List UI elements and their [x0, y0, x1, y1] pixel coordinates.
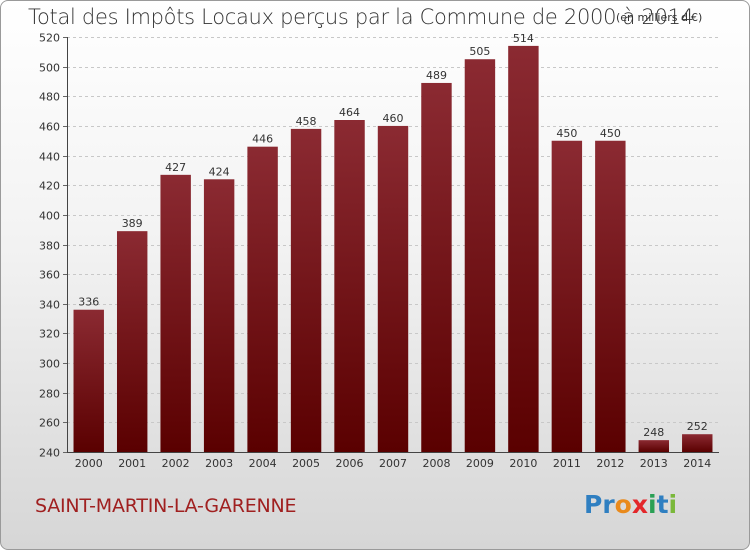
logo-letter: x — [631, 490, 648, 519]
y-tick-label: 460 — [39, 121, 60, 134]
x-tick-label: 2014 — [683, 457, 711, 470]
data-label: 248 — [643, 426, 664, 439]
x-tick-label: 2000 — [75, 457, 103, 470]
bar-2000 — [73, 309, 104, 452]
data-label: 450 — [600, 127, 621, 140]
logo-letter: r — [602, 490, 615, 519]
y-tick-label: 420 — [39, 180, 60, 193]
y-tick-labels: 240 260 280 300 320 340 360 380 400 420 440 460 480 5… — [39, 32, 60, 460]
chart-subtitle: (en milliers d'€) — [616, 11, 703, 24]
bar-2011 — [551, 140, 583, 452]
x-tick-label: 2006 — [336, 457, 364, 470]
bar-2005 — [290, 128, 322, 452]
x-tick-label: 2001 — [118, 457, 146, 470]
x-tick-label: 2012 — [596, 457, 624, 470]
bar-2013 — [638, 440, 670, 452]
data-label: 464 — [339, 106, 360, 119]
x-tick-label: 2003 — [205, 457, 233, 470]
data-label: 514 — [513, 32, 534, 45]
logo-letter: i — [668, 490, 678, 519]
commune-name: SAINT-MARTIN-LA-GARENNE — [35, 495, 297, 517]
y-tick-label: 320 — [39, 328, 60, 341]
logo-letter: o — [614, 490, 632, 519]
bar-2003 — [203, 179, 235, 453]
bar-2008 — [421, 82, 452, 453]
x-tick-label: 2007 — [379, 457, 407, 470]
chart-title: Total des Impôts Locaux perçus par la Co… — [28, 5, 694, 29]
y-tick-label: 360 — [39, 269, 60, 282]
y-tick-label: 480 — [39, 91, 60, 104]
y-tick-label: 400 — [39, 210, 60, 223]
proxiti-logo[interactable]: Proxiti — [584, 490, 677, 519]
axes — [67, 37, 719, 453]
y-tick-label: 520 — [39, 32, 60, 45]
bar-2004 — [247, 146, 278, 452]
y-tick-label: 300 — [39, 358, 60, 371]
data-label: 336 — [78, 296, 99, 309]
data-labels: 336 389 427 424 446 458 464 460 489 505 514 450 450 2… — [78, 32, 708, 439]
logo-letter: t — [656, 490, 669, 519]
x-tick-label: 2005 — [292, 457, 320, 470]
data-label: 427 — [165, 161, 186, 174]
x-tick-label: 2013 — [640, 457, 668, 470]
bar-2012 — [595, 140, 626, 452]
x-tick-labels: 2000 2001 2002 2003 2004 2005 2006 2007 2008 2009… — [75, 457, 712, 470]
logo-letter: P — [584, 490, 603, 519]
data-label: 252 — [687, 420, 708, 433]
bar-2007 — [377, 125, 409, 452]
x-tick-label: 2009 — [466, 457, 494, 470]
bar-2002 — [160, 174, 191, 452]
data-label: 450 — [556, 127, 577, 140]
x-tick-label: 2004 — [249, 457, 277, 470]
bar-2010 — [508, 45, 539, 453]
y-tick-label: 440 — [39, 151, 60, 164]
data-label: 446 — [252, 133, 273, 146]
y-tick-label: 340 — [39, 299, 60, 312]
bars — [73, 45, 713, 453]
data-label: 458 — [296, 115, 317, 128]
data-label: 505 — [469, 45, 490, 58]
bar-2006 — [334, 120, 365, 452]
data-label: 489 — [426, 69, 447, 82]
x-tick-label: 2010 — [509, 457, 537, 470]
logo-letter: i — [648, 490, 657, 519]
x-tick-label: 2008 — [422, 457, 450, 470]
x-tick-label: 2011 — [553, 457, 581, 470]
y-tick-label: 260 — [39, 417, 60, 430]
bar-2009 — [464, 59, 496, 452]
y-tick-label: 280 — [39, 388, 60, 401]
bar-2001 — [116, 231, 148, 452]
data-label: 460 — [383, 112, 404, 125]
x-tick-label: 2002 — [162, 457, 190, 470]
bar-2014 — [682, 434, 713, 452]
data-label: 424 — [209, 165, 230, 178]
y-tick-label: 380 — [39, 240, 60, 253]
y-tick-label: 240 — [39, 447, 60, 460]
y-tick-label: 500 — [39, 62, 60, 75]
data-label: 389 — [122, 217, 143, 230]
